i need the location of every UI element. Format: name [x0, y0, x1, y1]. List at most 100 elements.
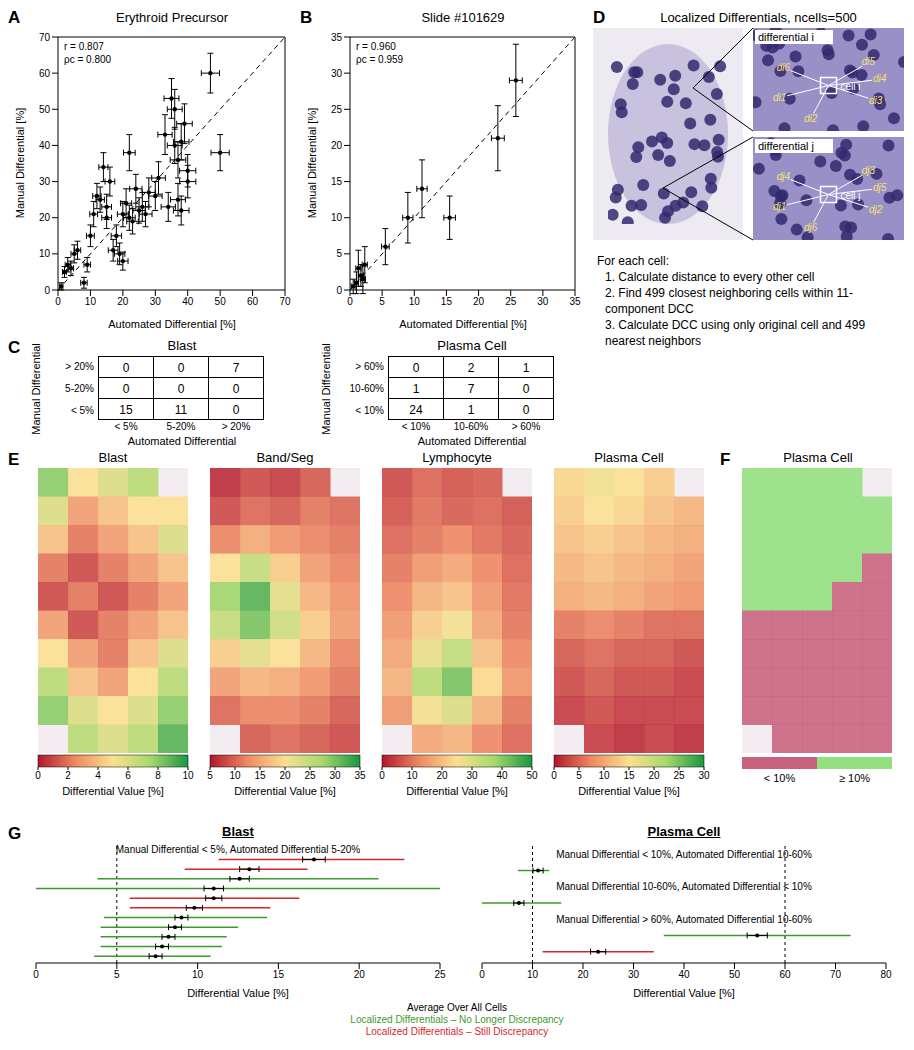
svg-text:5: 5	[207, 770, 213, 781]
svg-text:di1: di1	[773, 92, 786, 103]
svg-text:35: 35	[354, 770, 366, 781]
svg-text:di6: di6	[777, 62, 791, 73]
svg-text:70: 70	[279, 296, 291, 307]
svg-text:25: 25	[331, 104, 343, 115]
svg-text:cell j: cell j	[841, 190, 861, 201]
svg-text:35: 35	[331, 32, 343, 43]
svg-text:70: 70	[39, 32, 51, 43]
svg-text:di2: di2	[804, 113, 818, 124]
svg-text:10: 10	[192, 969, 204, 980]
svg-text:differential j: differential j	[758, 140, 814, 152]
svg-text:10: 10	[39, 248, 51, 259]
svg-text:20: 20	[577, 969, 589, 980]
svg-text:10: 10	[182, 770, 194, 781]
svg-text:8: 8	[155, 770, 161, 781]
svg-text:0: 0	[35, 770, 41, 781]
svg-text:10: 10	[406, 770, 418, 781]
svg-text:20: 20	[436, 770, 448, 781]
svg-text:di4: di4	[873, 73, 887, 84]
svg-text:10: 10	[598, 770, 610, 781]
svg-text:di3: di3	[869, 95, 883, 106]
svg-text:50: 50	[215, 296, 227, 307]
svg-text:Manual Differential > 60%, Aut: Manual Differential > 60%, Automated Dif…	[556, 914, 812, 925]
svg-text:70: 70	[830, 969, 842, 980]
svg-text:10: 10	[331, 212, 343, 223]
svg-text:20: 20	[331, 140, 343, 151]
svg-text:25: 25	[673, 770, 685, 781]
svg-text:10: 10	[229, 770, 241, 781]
svg-text:10: 10	[409, 296, 421, 307]
svg-text:dj1: dj1	[773, 201, 786, 212]
svg-text:40: 40	[678, 969, 690, 980]
svg-text:35: 35	[569, 296, 581, 307]
html-text:2. Find 499 closest neighborin: 2. Find 499 closest neighboring cells wi…	[605, 286, 853, 316]
svg-text:0: 0	[336, 285, 342, 296]
svg-text:cell i: cell i	[841, 81, 861, 92]
svg-text:4: 4	[95, 770, 101, 781]
svg-text:25: 25	[304, 770, 316, 781]
svg-text:0: 0	[44, 285, 50, 296]
html-text:Blast: Blast	[167, 338, 197, 353]
svg-text:50: 50	[729, 969, 741, 980]
svg-text:40: 40	[182, 296, 194, 307]
svg-text:5: 5	[336, 248, 342, 259]
svg-text:60: 60	[39, 68, 51, 79]
svg-text:0: 0	[55, 296, 61, 307]
svg-text:30: 30	[537, 296, 549, 307]
svg-text:dj4: dj4	[777, 171, 791, 182]
svg-text:20: 20	[39, 212, 51, 223]
svg-text:30: 30	[698, 770, 710, 781]
svg-text:60: 60	[247, 296, 259, 307]
svg-text:2: 2	[65, 770, 71, 781]
svg-text:5: 5	[576, 770, 582, 781]
svg-text:25: 25	[505, 296, 517, 307]
svg-text:80: 80	[880, 969, 892, 980]
svg-text:Manual Differential 10-60%, Au: Manual Differential 10-60%, Automated Di…	[556, 881, 812, 892]
svg-text:40: 40	[39, 140, 51, 151]
svg-text:dj2: dj2	[869, 204, 883, 215]
svg-text:20: 20	[473, 296, 485, 307]
svg-text:5: 5	[379, 296, 385, 307]
svg-text:15: 15	[623, 770, 635, 781]
svg-text:30: 30	[39, 176, 51, 187]
svg-text:30: 30	[466, 770, 478, 781]
svg-text:15: 15	[331, 176, 343, 187]
svg-text:60: 60	[779, 969, 791, 980]
svg-text:0: 0	[551, 770, 557, 781]
svg-text:40: 40	[496, 770, 508, 781]
svg-text:di5: di5	[862, 56, 876, 67]
svg-text:20: 20	[117, 296, 129, 307]
svg-text:10: 10	[527, 969, 539, 980]
svg-text:dj6: dj6	[804, 222, 818, 233]
svg-text:15: 15	[254, 770, 266, 781]
svg-text:differential i: differential i	[758, 31, 814, 43]
svg-text:30: 30	[329, 770, 341, 781]
svg-text:50: 50	[39, 104, 51, 115]
svg-text:20: 20	[279, 770, 291, 781]
svg-text:0: 0	[347, 296, 353, 307]
html-text:Slide #101629: Slide #101629	[421, 10, 505, 25]
svg-text:0: 0	[379, 770, 385, 781]
svg-text:15: 15	[441, 296, 453, 307]
svg-text:dj5: dj5	[873, 182, 887, 193]
svg-text:6: 6	[125, 770, 131, 781]
svg-text:0: 0	[479, 969, 485, 980]
svg-text:15: 15	[273, 969, 285, 980]
svg-text:dj3: dj3	[862, 165, 876, 176]
svg-text:30: 30	[331, 68, 343, 79]
svg-text:25: 25	[434, 969, 446, 980]
svg-text:Differential Value [%]: Differential Value [%]	[187, 987, 289, 999]
svg-text:Manual Differential < 5%, Auto: Manual Differential < 5%, Automated Diff…	[116, 844, 361, 855]
svg-text:Differential Value [%]: Differential Value [%]	[633, 987, 735, 999]
svg-text:20: 20	[354, 969, 366, 980]
svg-text:Manual Differential < 10%, Aut: Manual Differential < 10%, Automated Dif…	[556, 849, 812, 860]
svg-text:10: 10	[85, 296, 97, 307]
html-text:3. Calculate DCC using only or: 3. Calculate DCC using only original cel…	[605, 318, 866, 348]
svg-text:0: 0	[33, 969, 39, 980]
svg-text:30: 30	[628, 969, 640, 980]
html-text:Erythroid Precursor: Erythroid Precursor	[116, 10, 228, 25]
svg-text:50: 50	[526, 770, 538, 781]
svg-text:20: 20	[648, 770, 660, 781]
svg-text:5: 5	[114, 969, 120, 980]
svg-text:30: 30	[150, 296, 162, 307]
